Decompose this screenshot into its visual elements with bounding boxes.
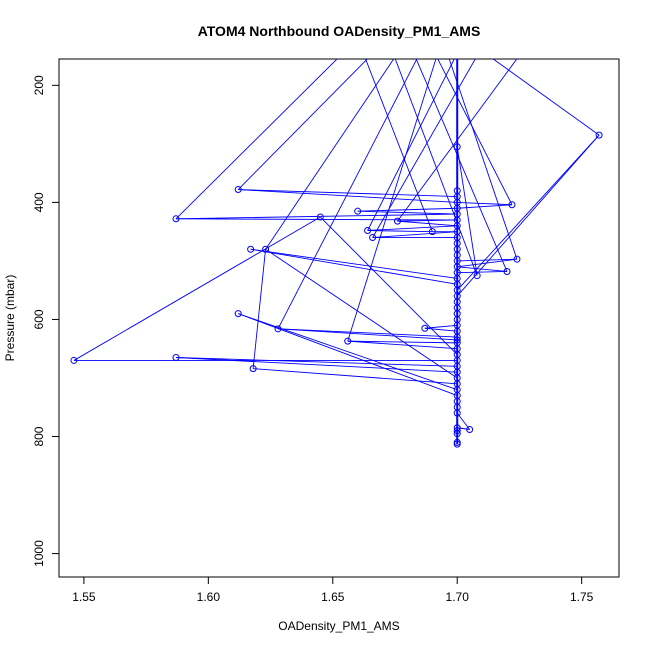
series-segment	[367, 225, 458, 231]
data-point	[249, 365, 257, 373]
x-tick-label: 1.70	[446, 590, 470, 604]
series-segment	[175, 357, 458, 367]
data-point	[513, 255, 521, 263]
data-point	[247, 245, 255, 253]
series-segment	[397, 59, 518, 222]
x-tick-label: 1.65	[321, 590, 345, 604]
data-point	[369, 234, 377, 242]
data-point	[274, 325, 282, 333]
series-segment	[357, 210, 458, 215]
x-axis-label: OADensity_PM1_AMS	[278, 619, 399, 633]
x-axis: 1.55 1.60 1.65 1.70 1.75	[72, 577, 594, 604]
series-segment	[175, 357, 458, 373]
y-axis-label: Pressure (mbar)	[3, 275, 17, 362]
data-point	[508, 201, 516, 209]
y-tick-label: 1000	[32, 540, 46, 567]
series-segment	[424, 324, 458, 329]
data-point	[172, 215, 180, 223]
data-point	[70, 356, 78, 364]
series-segment	[372, 231, 458, 238]
series-segment	[397, 220, 458, 227]
series-segment	[347, 340, 458, 344]
series-segment	[250, 248, 458, 279]
series-segment	[367, 59, 455, 231]
series-segment	[237, 59, 368, 190]
series-segment	[457, 266, 508, 272]
series-segment	[394, 59, 478, 276]
x-tick-label: 1.55	[72, 590, 96, 604]
data-point	[466, 426, 474, 434]
series-segment	[175, 59, 338, 220]
series-line-layer	[73, 59, 600, 445]
series-segment	[424, 327, 458, 332]
data-point	[595, 131, 603, 139]
series-segment	[367, 230, 433, 233]
y-tick-label: 600	[32, 309, 46, 329]
data-point	[453, 424, 461, 432]
data-point	[428, 228, 436, 236]
series-segment	[347, 340, 458, 350]
series-segment	[457, 271, 508, 274]
series-segment	[175, 218, 458, 221]
series-segment	[456, 134, 600, 291]
series-segment	[365, 59, 433, 232]
data-point	[453, 336, 461, 344]
series-segment	[278, 328, 458, 338]
series-segment	[238, 189, 458, 203]
x-tick-label: 1.60	[197, 590, 221, 604]
data-point	[262, 245, 270, 253]
data-point	[234, 310, 242, 318]
data-point	[421, 324, 429, 332]
series-segment	[320, 216, 458, 355]
y-tick-label: 800	[32, 426, 46, 446]
series-segment	[73, 216, 321, 361]
series-segment	[492, 59, 600, 136]
series-segment	[437, 59, 513, 205]
series-segment	[277, 328, 458, 341]
data-point	[453, 427, 461, 435]
series-segment	[253, 368, 458, 385]
data-point	[234, 186, 242, 194]
series-segment	[457, 204, 513, 209]
x-tick-label: 1.75	[570, 590, 594, 604]
series-segment	[347, 59, 437, 342]
y-tick-label: 200	[32, 75, 46, 95]
series-segment	[175, 213, 458, 220]
plot-area	[70, 59, 603, 448]
series-segment	[457, 258, 517, 262]
data-point	[316, 213, 324, 221]
series-segment	[372, 59, 476, 238]
series-segment	[456, 146, 478, 276]
y-axis: 200 400 600 800 1000	[32, 75, 59, 567]
series-marker-layer	[70, 131, 603, 448]
data-point	[473, 272, 481, 280]
data-point	[364, 226, 372, 234]
series-segment	[238, 313, 458, 391]
data-point	[393, 217, 401, 225]
y-tick-label: 400	[32, 192, 46, 212]
series-segment	[448, 59, 518, 260]
series-segment	[457, 258, 518, 268]
series-segment	[457, 201, 512, 206]
data-point	[503, 267, 511, 275]
data-point	[344, 337, 352, 345]
data-point	[453, 438, 461, 446]
series-segment	[252, 249, 267, 369]
series-segment	[265, 59, 395, 250]
chart-title: ATOM4 Northbound OADensity_PM1_AMS	[198, 23, 481, 39]
data-point	[453, 143, 461, 151]
series-segment	[265, 248, 458, 379]
data-point	[453, 187, 461, 195]
series-segment	[277, 59, 418, 330]
data-point	[354, 207, 362, 215]
plot-frame	[58, 58, 620, 578]
data-point	[172, 354, 180, 362]
series-segment	[250, 248, 458, 285]
series-segment	[357, 207, 458, 212]
series-segment	[238, 313, 458, 396]
